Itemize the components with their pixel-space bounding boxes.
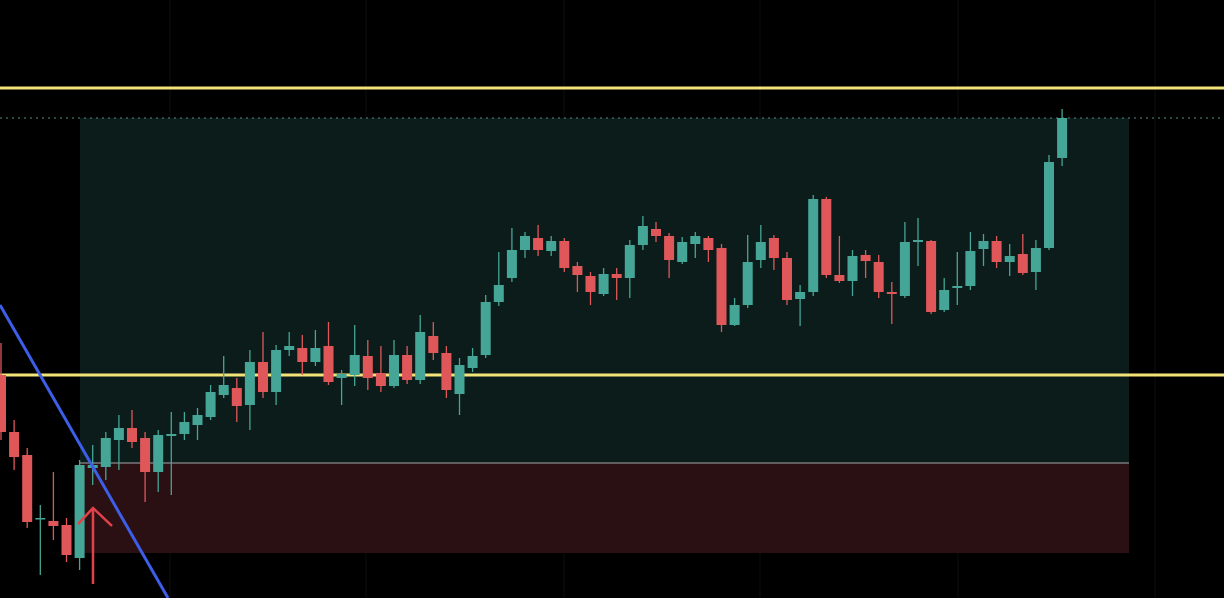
candle-body — [598, 274, 609, 294]
candle-body — [48, 521, 59, 526]
candle-body — [795, 292, 806, 299]
candle-body — [480, 302, 491, 355]
candle-body — [572, 266, 583, 275]
candle-body — [624, 245, 635, 278]
candle-body — [1017, 254, 1028, 273]
candle-body — [140, 438, 151, 472]
candle-body — [1030, 248, 1041, 272]
candle-body — [690, 236, 701, 244]
candle-body — [493, 285, 504, 302]
candle-body — [965, 251, 976, 286]
candle-body — [362, 356, 373, 378]
candle-body — [284, 346, 295, 350]
candle-body — [218, 385, 229, 395]
candle-body — [716, 248, 727, 325]
candle-body — [873, 262, 884, 292]
candle-body — [834, 275, 845, 281]
candle-body — [428, 336, 439, 353]
candle-body — [703, 238, 714, 250]
candle-body — [808, 199, 819, 292]
candle-body — [729, 305, 740, 325]
candle-body — [1004, 256, 1015, 262]
candle-body — [467, 356, 478, 368]
arrow-head — [77, 506, 113, 527]
candle-body — [991, 241, 1002, 262]
candle-body — [61, 525, 72, 555]
candle-body — [179, 422, 190, 434]
candle-body — [166, 434, 177, 436]
candle-body — [375, 373, 386, 386]
candle-body — [1057, 118, 1068, 158]
candle-body — [415, 332, 426, 380]
candle-body — [100, 438, 111, 467]
candle-body — [0, 375, 6, 432]
candle-body — [127, 428, 137, 442]
candle-body — [192, 415, 203, 425]
candle-body — [677, 242, 688, 262]
candle-body — [310, 348, 321, 362]
candle-body — [74, 465, 85, 558]
candle-body — [22, 455, 33, 522]
candle-body — [637, 226, 648, 245]
candle-body — [323, 346, 334, 382]
candle-body — [244, 362, 255, 405]
candle-body — [113, 428, 124, 440]
candle-body — [1044, 162, 1054, 248]
zones — [80, 118, 1129, 553]
candle-body — [389, 355, 399, 386]
candle-body — [978, 241, 989, 249]
candle-body — [205, 392, 216, 417]
candle-body — [926, 241, 937, 312]
candle-body — [952, 286, 963, 288]
trend-line — [0, 304, 170, 598]
candle-body — [860, 255, 871, 261]
arrow — [77, 506, 113, 584]
candle-body — [454, 365, 465, 394]
candle-body — [35, 518, 46, 520]
candle-body — [768, 238, 779, 258]
candle-body — [755, 242, 766, 260]
candles — [0, 109, 1068, 575]
candle-body — [664, 236, 675, 260]
candle-body — [821, 199, 832, 275]
candle-body — [9, 432, 20, 457]
candle-body — [742, 262, 753, 305]
candle-body — [847, 256, 858, 281]
candle-body — [559, 241, 570, 268]
candle-body — [231, 388, 242, 406]
candle-body — [336, 374, 347, 378]
candle-body — [886, 292, 897, 294]
candle-body — [651, 229, 661, 236]
candle-body — [153, 435, 164, 472]
candle-body — [441, 353, 452, 390]
candle-body — [349, 355, 360, 375]
candle-body — [402, 355, 413, 380]
candle-body — [913, 240, 923, 242]
candle-body — [520, 236, 530, 250]
candle-body — [611, 274, 622, 278]
candle-body — [533, 238, 544, 250]
candle-body — [939, 290, 950, 310]
levels — [0, 86, 1224, 377]
candle-body — [899, 242, 910, 296]
candle-body — [585, 276, 596, 292]
candle-body — [271, 350, 282, 392]
candle-body — [506, 250, 517, 278]
candle-body — [782, 258, 792, 300]
candle-body — [546, 241, 557, 251]
candle-body — [297, 348, 308, 362]
zone — [80, 463, 1129, 553]
candle-body — [258, 362, 268, 392]
